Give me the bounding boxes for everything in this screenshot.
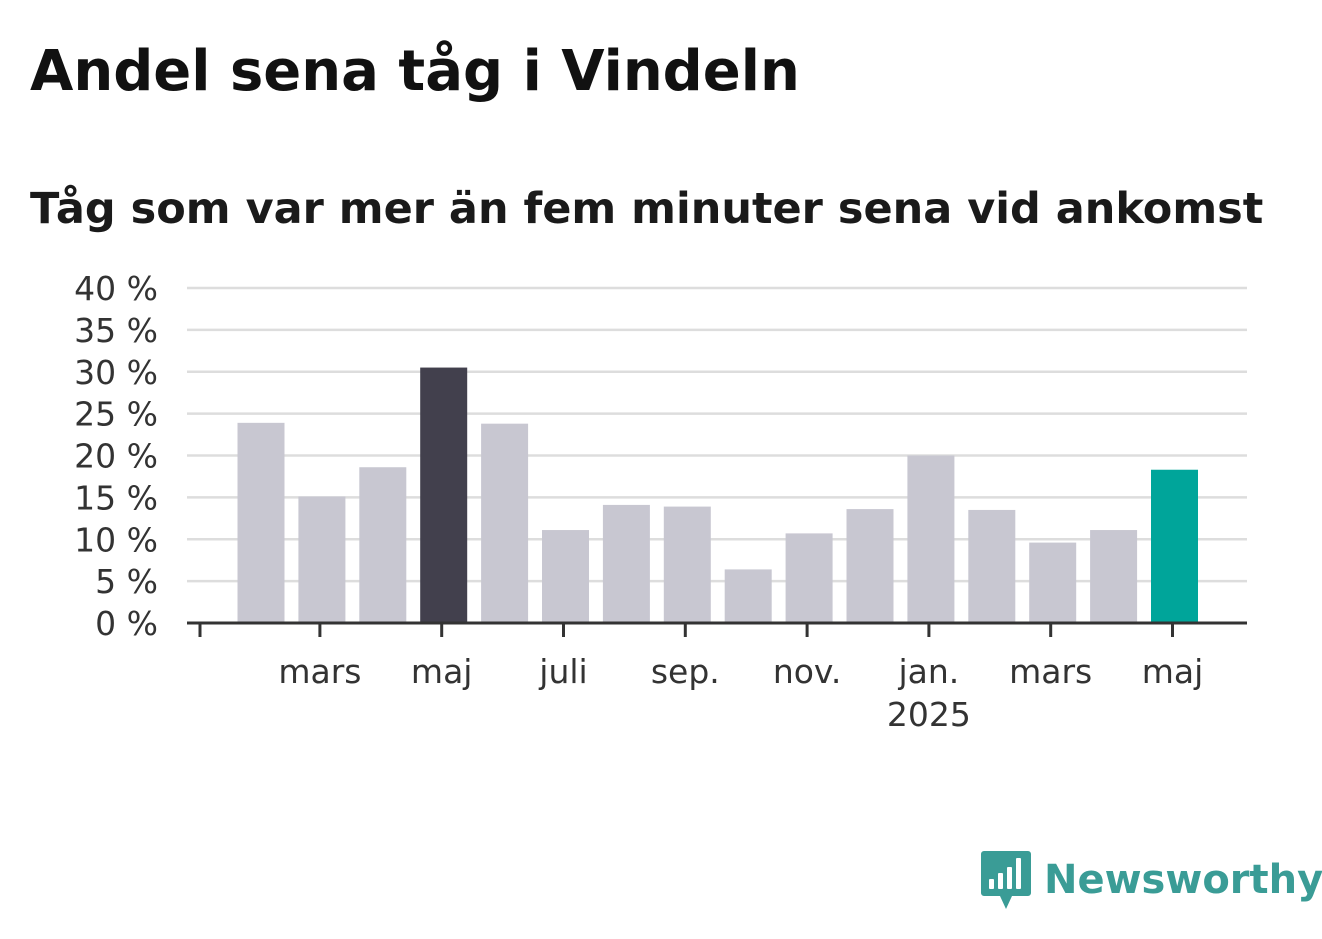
bars [237,367,1198,623]
gridlines [187,286,1247,583]
y-tick-label: 35 % [74,311,158,350]
y-tick-label: 30 % [74,353,158,392]
brand-logo: Newsworthy [980,848,1322,912]
y-tick-label: 15 % [74,478,158,517]
bar [907,455,955,623]
bar [1090,530,1138,623]
x-tick-label: mars [278,652,361,691]
bar [663,506,711,623]
bar [298,496,346,623]
x-tick-label: mars [1009,652,1092,691]
chart-title: Andel sena tåg i Vindeln [30,39,800,104]
bar [785,533,833,623]
bar [237,422,285,623]
bar [968,509,1016,623]
x-tick-label: nov. [773,652,842,691]
y-tick-label: 20 % [74,437,158,476]
bar [724,569,772,623]
bar [359,467,407,623]
chart-subtitle: Tåg som var mer än fem minuter sena vid … [30,184,1264,234]
bar [846,509,894,623]
x-tick-label: maj [411,652,473,691]
x-tick-label: maj [1142,652,1204,691]
bar [602,504,650,623]
bar [420,367,468,623]
x-tick-label: sep. [651,652,720,691]
bar [542,530,589,623]
y-tick-label: 10 % [74,520,158,559]
bar [1151,469,1198,623]
y-tick-label: 0 % [95,604,158,643]
x-tick-sublabel: 2025 [887,695,971,734]
x-axis-labels: mars maj juli sep. nov. jan. 2025 mars maj [278,652,1203,734]
y-tick-label: 40 % [74,269,158,308]
x-axis [187,621,1247,637]
x-tick-label: juli [538,652,587,691]
bar [1029,542,1077,623]
bar [481,423,529,623]
y-axis-labels: 0 %5 %10 %15 %20 %25 %30 %35 %40 % [74,269,158,643]
y-tick-label: 25 % [74,395,158,434]
x-tick-label: jan. [898,652,960,691]
y-tick-label: 5 % [95,562,158,601]
newsworthy-bar-chart-icon [981,851,1031,909]
brand-name: Newsworthy [1044,857,1322,903]
